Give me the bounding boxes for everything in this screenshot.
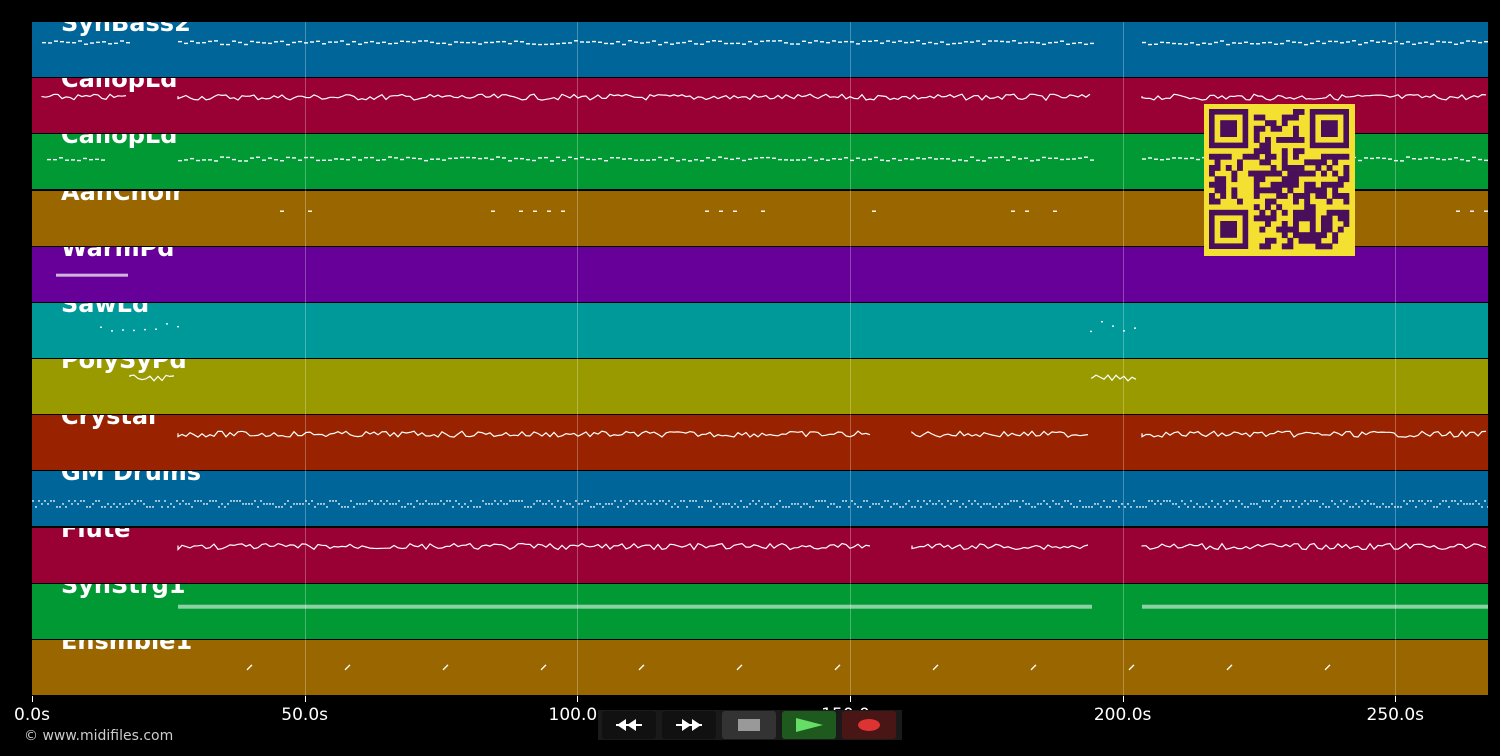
track-name: CaliopLd [61,134,178,150]
track-notes [177,542,1487,551]
fast-forward-icon [674,717,704,733]
track-row[interactable]: SynStrg1 [32,583,1488,639]
tick-mark [1122,696,1124,702]
track-notes [246,664,1331,671]
track-notes [100,321,1136,333]
tick-mark [32,696,33,702]
track-notes [41,93,1487,102]
track-name: Crystal [61,415,157,431]
track-name: Ensmble1 [61,639,193,655]
track-name: CaliopLd [61,78,178,94]
track-notes [280,210,1488,212]
notes-layer [32,40,1488,671]
tick-mark [1395,696,1397,702]
tick-mark [577,696,579,702]
track-row[interactable]: GM Drums [32,471,1488,527]
fast-forward-button[interactable] [662,711,716,739]
record-icon [856,717,882,733]
track-name: PolySyPd [61,359,187,375]
rewind-button[interactable] [602,711,656,739]
track-notes [56,273,128,277]
track-name: WarmPd [61,246,175,262]
track-name: Flute [61,527,131,543]
track-notes [178,604,1488,609]
track-row[interactable]: Crystal [32,415,1488,471]
track-row[interactable]: SawLd [32,302,1488,358]
tick-mark [304,696,306,702]
track-notes [42,40,1488,46]
track-row[interactable]: SynBass2 [32,22,1488,77]
rewind-icon [614,717,644,733]
track-area[interactable]: SynBass2 CaliopLd CaliopLd AahChoir WarmPd Sa… [32,22,1488,696]
tick-label: 50.0s [281,705,329,725]
play-button[interactable] [782,711,836,739]
play-icon [794,717,824,733]
track-name: SynBass2 [61,22,191,37]
track-name: AahChoir [61,190,185,206]
track-row[interactable]: PolySyPd [32,359,1488,415]
track-notes [32,500,1488,508]
qr-code [1204,104,1355,256]
track-row[interactable]: Ensmble1 [32,639,1488,695]
track-notes [129,374,1137,382]
tick-label: 0.0s [14,705,50,725]
tick-label: 100.0s [548,705,607,725]
stop-button[interactable] [722,711,776,739]
track-name: GM Drums [61,471,202,487]
track-name: SynStrg1 [61,583,186,599]
copyright-text: © www.midifiles.com [24,728,174,744]
tick-label: 250.0s [1366,705,1425,725]
tick-mark [849,696,851,702]
track-notes [177,430,1487,438]
track-name: SawLd [61,302,150,318]
tick-label: 200.0s [1093,705,1152,725]
transport-bar [598,710,902,740]
record-button[interactable] [842,711,896,739]
track-row[interactable]: Flute [32,527,1488,583]
stop-icon [737,718,761,732]
